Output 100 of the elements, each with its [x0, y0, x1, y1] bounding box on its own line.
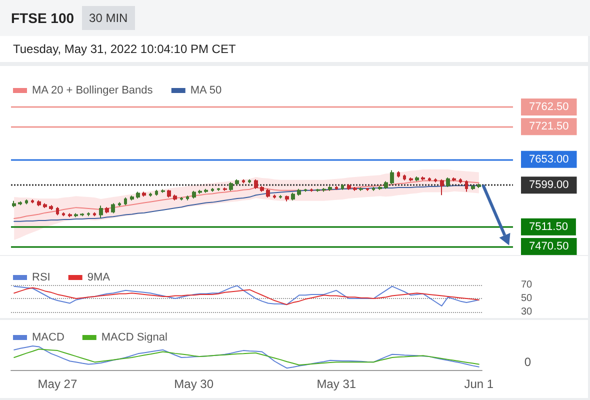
candlestick: [440, 178, 444, 196]
line-series: [14, 180, 480, 220]
candlestick: [434, 178, 437, 183]
y-tick-label: 7721.50: [529, 120, 569, 133]
candlestick: [403, 174, 406, 181]
candlestick: [359, 187, 363, 192]
candlestick: [37, 200, 41, 207]
candlestick: [217, 187, 220, 192]
chart-title: FTSE 100: [11, 10, 74, 26]
candlestick: [477, 183, 481, 188]
candlestick: [155, 189, 158, 196]
x-tick-label: May 27: [38, 377, 78, 391]
candlestick: [297, 188, 301, 196]
candlestick: [397, 170, 400, 178]
candlestick: [167, 189, 171, 198]
y-tick-label: 50: [521, 293, 533, 304]
candlestick: [471, 184, 475, 190]
legend-label: MACD: [32, 332, 64, 344]
y-tick-label: 70: [521, 280, 533, 290]
candlestick: [80, 212, 84, 217]
candlestick: [18, 200, 22, 206]
candlestick: [111, 202, 115, 214]
legend-label: RSI: [32, 272, 50, 284]
candlestick: [459, 178, 462, 184]
candlestick: [99, 205, 103, 219]
candlestick: [409, 176, 413, 182]
candlestick: [43, 202, 47, 209]
candlestick: [124, 197, 127, 206]
x-tick-label: Jun 1: [464, 377, 494, 391]
candlestick: [428, 176, 431, 182]
candlestick: [204, 188, 208, 194]
candlestick: [192, 190, 196, 199]
candlestick: [74, 212, 78, 218]
candlestick: [372, 186, 375, 192]
y-tick-label: 30: [521, 306, 533, 318]
candlestick: [273, 194, 276, 199]
candlestick: [328, 186, 332, 192]
candlestick: [316, 188, 320, 192]
candlestick: [384, 180, 388, 190]
candlestick: [161, 188, 165, 194]
candlestick: [341, 184, 344, 190]
candlestick: [285, 195, 289, 202]
candlestick: [335, 186, 338, 190]
candlestick: [12, 200, 16, 208]
candlestick: [68, 212, 72, 218]
candlestick: [322, 187, 326, 192]
candlestick: [25, 198, 28, 205]
candlestick: [211, 187, 214, 192]
candlestick: [49, 204, 53, 210]
text: 30 MIN: [82, 6, 135, 30]
candlestick: [242, 178, 245, 184]
candlestick: [353, 186, 357, 192]
candlestick: [446, 176, 450, 188]
candlestick: [93, 212, 96, 217]
candlestick: [248, 178, 251, 184]
candlestick: [180, 196, 183, 201]
candlestick: [105, 206, 109, 214]
y-tick-label: 7470.50: [529, 240, 569, 252]
candlestick: [198, 189, 202, 194]
candlestick: [452, 176, 456, 182]
candlestick: [465, 180, 468, 192]
legend-label: MACD Signal: [101, 332, 168, 344]
candlestick: [378, 186, 382, 190]
x-tick-label: May 31: [316, 377, 356, 391]
y-tick-label: 7511.50: [529, 220, 568, 233]
candlestick: [279, 194, 282, 199]
candlestick: [304, 188, 307, 192]
x-tick-label: May 30: [174, 377, 214, 391]
candlestick: [87, 212, 90, 217]
candlestick: [254, 178, 258, 190]
legend-label: MA 20 + Bollinger Bands: [32, 84, 154, 96]
candlestick: [173, 194, 177, 201]
y-tick-label: 7599.00: [529, 179, 569, 192]
candlestick: [366, 187, 369, 192]
candlestick: [56, 206, 59, 216]
candlestick: [136, 191, 140, 199]
candlestick: [266, 188, 270, 198]
candlestick: [229, 182, 233, 192]
candlestick: [130, 195, 134, 201]
candlestick: [31, 198, 34, 204]
legend-label: 9MA: [87, 272, 111, 284]
candlestick: [149, 192, 152, 198]
chart-subtitle: Tuesday, May 31, 2022 10:04:10 PM CET: [0, 36, 588, 62]
candlestick: [310, 188, 313, 192]
y-tick-label: 7653.00: [529, 153, 569, 166]
candlestick: [260, 186, 264, 192]
text: 0: [524, 355, 532, 369]
candlestick: [421, 176, 425, 181]
candlestick: [142, 191, 146, 198]
candlestick: [118, 202, 121, 207]
legend-label: MA 50: [190, 84, 222, 96]
candlestick: [415, 176, 419, 182]
candlestick: [235, 178, 239, 186]
candlestick: [223, 187, 227, 192]
y-tick-label: 7762.50: [529, 101, 569, 113]
candlestick: [291, 192, 295, 201]
candlestick: [390, 170, 394, 185]
candlestick: [62, 212, 65, 217]
candlestick: [186, 195, 189, 201]
candlestick: [347, 184, 351, 190]
